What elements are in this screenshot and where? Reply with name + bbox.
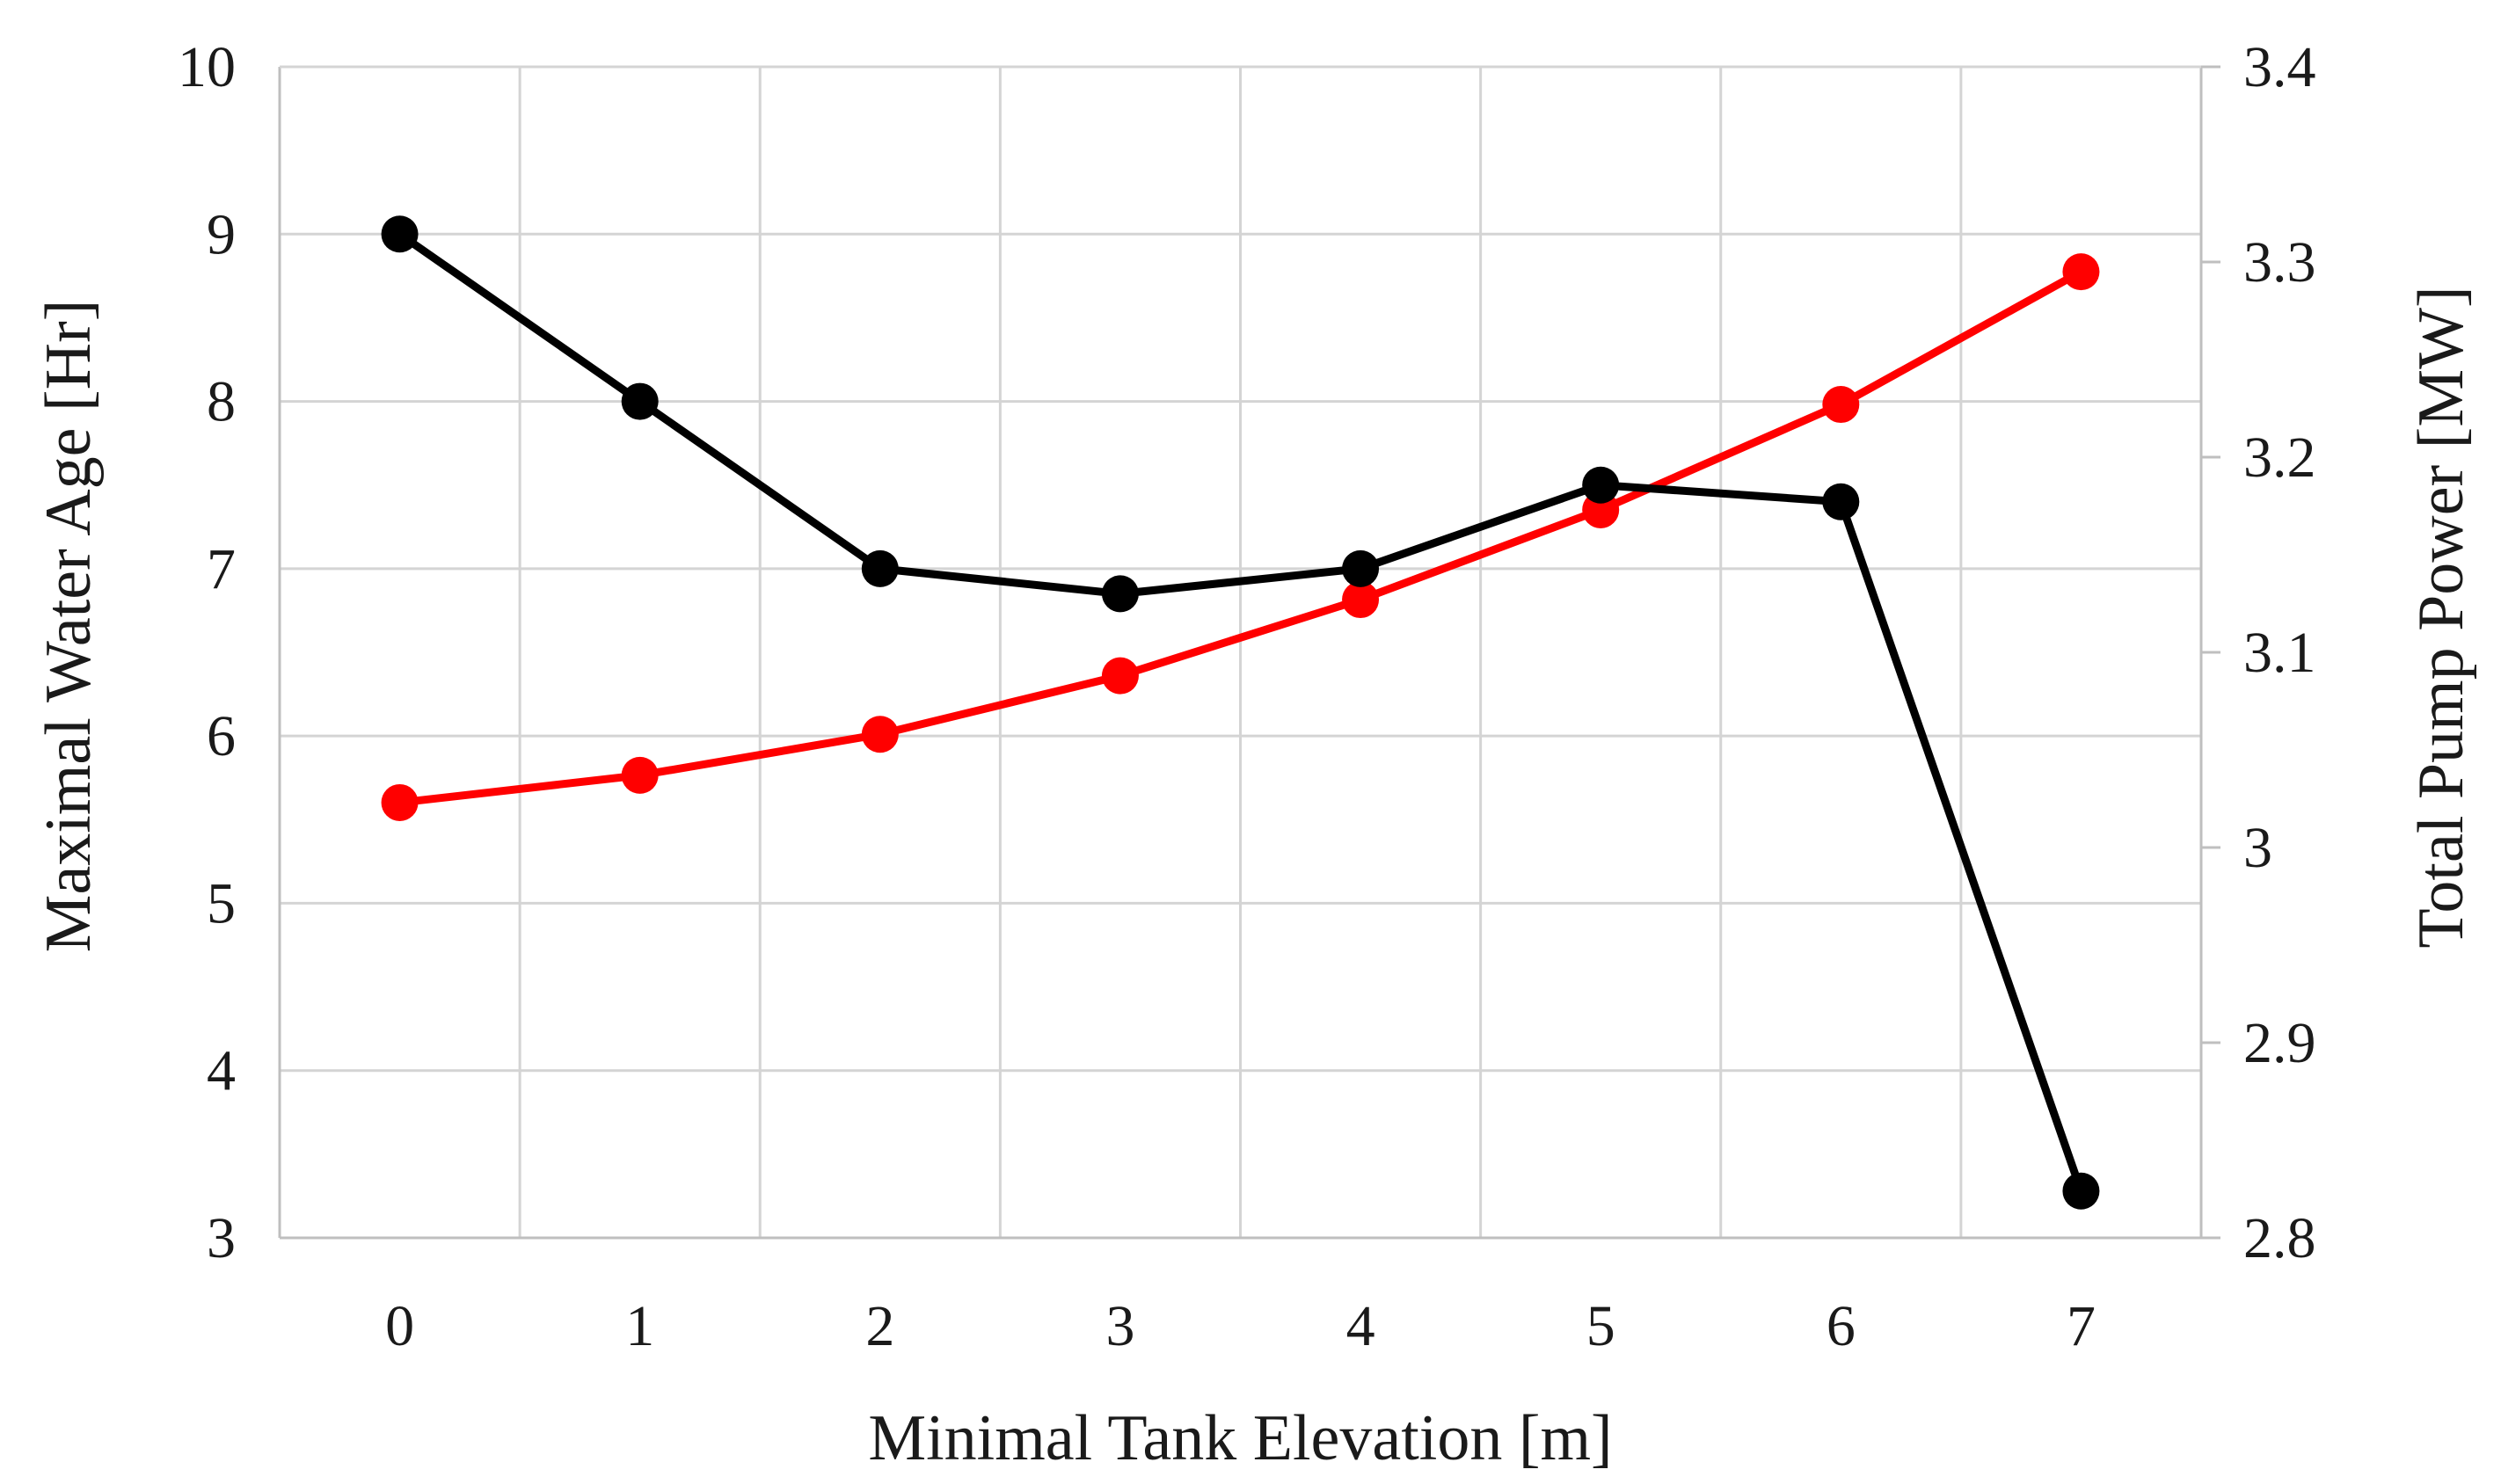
maximal-water-age-line <box>396 229 2085 1196</box>
y-right-tick-label: 2.8 <box>2243 1206 2316 1270</box>
total-pump-power-point <box>1342 581 1380 619</box>
y-left-tick-label: 7 <box>207 537 236 601</box>
y-left-tick-label: 4 <box>207 1039 236 1103</box>
total-pump-power-point <box>621 756 659 794</box>
total-pump-power-point <box>861 716 899 753</box>
total-pump-power-point <box>381 783 419 821</box>
x-tick-label: 4 <box>1346 1294 1375 1358</box>
y-right-tick-label: 3 <box>2243 816 2272 880</box>
maximal-water-age-point <box>1342 549 1380 587</box>
maximal-water-age-point <box>1582 466 1620 504</box>
y-right-tick-label: 3.2 <box>2243 426 2316 490</box>
y-left-tick-label: 6 <box>207 704 236 768</box>
total-pump-power-point <box>1822 386 1860 424</box>
maximal-water-age-point <box>1822 483 1860 520</box>
total-pump-power-point <box>1101 657 1139 695</box>
x-tick-label: 7 <box>2067 1294 2096 1358</box>
y-left-tick-label: 10 <box>178 35 236 99</box>
x-tick-label: 6 <box>1827 1294 1856 1358</box>
x-axis-title: Minimal Tank Elevation [m] <box>868 1402 1612 1474</box>
y-left-tick-label: 9 <box>207 202 236 266</box>
total-pump-power-point <box>2062 253 2100 291</box>
maximal-water-age-point <box>2062 1172 2100 1210</box>
maximal-water-age-point <box>861 549 899 587</box>
x-tick-label: 3 <box>1105 1294 1134 1358</box>
y-right-tick-label: 3.4 <box>2243 35 2316 99</box>
maximal-water-age-point <box>621 382 659 420</box>
y-left-tick-label: 8 <box>207 370 236 434</box>
maximal-water-age-point <box>381 215 419 253</box>
axes-layer <box>278 65 2220 1240</box>
total-pump-power-line <box>396 267 2085 807</box>
y-left-tick-label: 3 <box>207 1206 236 1270</box>
maximal-water-age-point <box>1101 575 1139 613</box>
y-right-tick-label: 2.9 <box>2243 1011 2316 1075</box>
x-tick-label: 1 <box>625 1294 654 1358</box>
y-right-axis-title: Total Pump Power [MW] <box>2405 286 2477 948</box>
x-tick-label: 0 <box>385 1294 414 1358</box>
y-right-tick-label: 3.1 <box>2243 621 2316 685</box>
labels-layer: 3 4 5 6 7 8 9 10 2.8 2.9 3 3.1 3.2 3.3 3.4 0 1 2 3 4 5 6 7 Mini… <box>33 35 2477 1474</box>
y-right-tick-label: 3.3 <box>2243 230 2316 295</box>
series-layer <box>381 215 2100 1210</box>
x-tick-label: 5 <box>1586 1294 1615 1358</box>
y-left-tick-label: 5 <box>207 871 236 935</box>
x-tick-label: 2 <box>865 1294 894 1358</box>
grid-layer <box>280 65 2201 1238</box>
y-left-axis-title: Maximal Water Age [Hr] <box>33 300 105 953</box>
